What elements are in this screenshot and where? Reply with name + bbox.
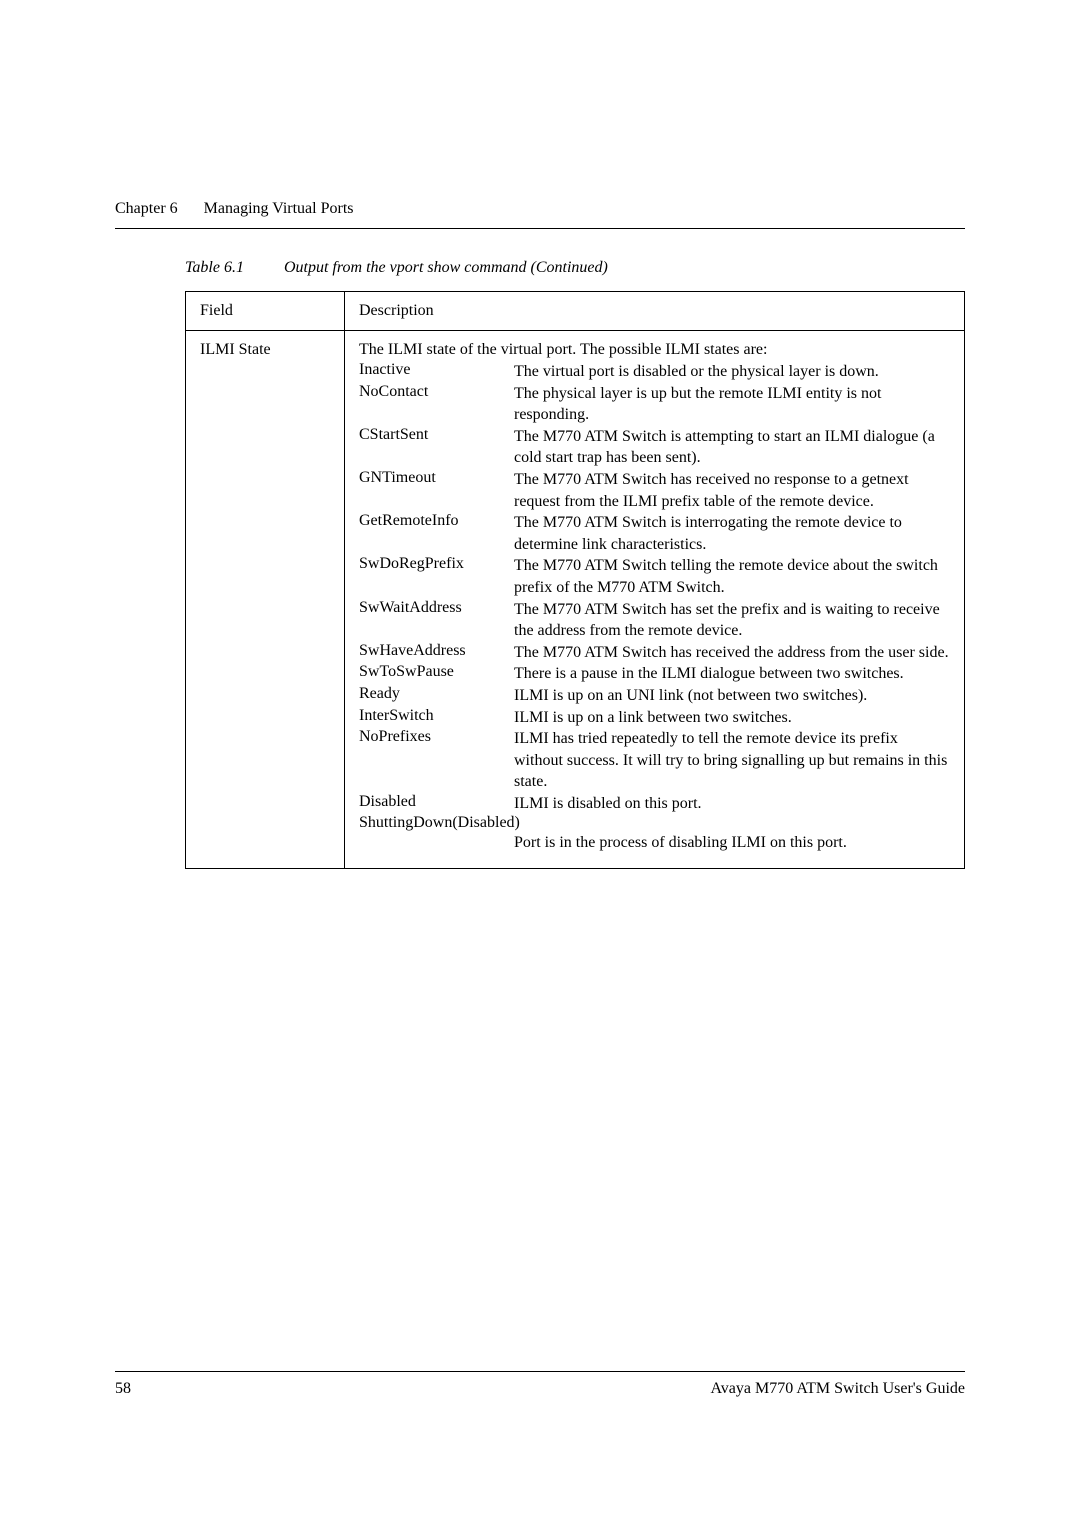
col-field: Field <box>186 292 345 331</box>
state-term: SwDoRegPrefix <box>359 555 514 573</box>
table-label: Table 6.1 <box>185 259 244 276</box>
state-term: NoPrefixes <box>359 728 514 746</box>
field-cell: ILMI State <box>186 331 345 869</box>
state-item: SwHaveAddressThe M770 ATM Switch has rec… <box>359 642 950 664</box>
state-term: SwToSwPause <box>359 663 514 681</box>
state-item: ReadyILMI is up on an UNI link (not betw… <box>359 685 950 707</box>
state-item: ShuttingDown(Disabled) <box>359 814 950 832</box>
state-term: Disabled <box>359 793 514 811</box>
state-definition: ILMI is disabled on this port. <box>514 793 950 815</box>
state-item: SwDoRegPrefixThe M770 ATM Switch telling… <box>359 555 950 598</box>
doc-title: Avaya M770 ATM Switch User's Guide <box>710 1380 965 1398</box>
description-intro: The ILMI state of the virtual port. The … <box>359 341 950 359</box>
page-footer: 58 Avaya M770 ATM Switch User's Guide <box>115 1371 965 1398</box>
state-definition: The M770 ATM Switch is interrogating the… <box>514 512 950 555</box>
state-definition: ILMI is up on a link between two switche… <box>514 707 950 729</box>
page-number: 58 <box>115 1380 131 1398</box>
table-caption: Table 6.1 Output from the vport show com… <box>185 259 965 277</box>
state-definition: The M770 ATM Switch has received no resp… <box>514 469 950 512</box>
output-table: Field Description ILMI State The ILMI st… <box>185 291 965 869</box>
header-rule <box>115 228 965 229</box>
state-item: InactiveThe virtual port is disabled or … <box>359 361 950 383</box>
state-term: NoContact <box>359 383 514 401</box>
running-header: Chapter 6 Managing Virtual Ports <box>115 200 965 218</box>
state-definition: The physical layer is up but the remote … <box>514 383 950 426</box>
chapter-number: Chapter 6 <box>115 200 178 217</box>
state-item: SwToSwPauseThere is a pause in the ILMI … <box>359 663 950 685</box>
state-item: SwWaitAddressThe M770 ATM Switch has set… <box>359 599 950 642</box>
state-item: GetRemoteInfoThe M770 ATM Switch is inte… <box>359 512 950 555</box>
state-definition: ILMI has tried repeatedly to tell the re… <box>514 728 950 793</box>
table-header-row: Field Description <box>186 292 965 331</box>
state-definition: ILMI is up on an UNI link (not between t… <box>514 685 950 707</box>
state-term: SwWaitAddress <box>359 599 514 617</box>
chapter-title: Managing Virtual Ports <box>204 200 354 217</box>
state-item: GNTimeoutThe M770 ATM Switch has receive… <box>359 469 950 512</box>
state-definition: The M770 ATM Switch has received the add… <box>514 642 950 664</box>
table-row: ILMI State The ILMI state of the virtual… <box>186 331 965 869</box>
state-term: GNTimeout <box>359 469 514 487</box>
state-term: GetRemoteInfo <box>359 512 514 530</box>
state-item: NoPrefixesILMI has tried repeatedly to t… <box>359 728 950 793</box>
description-cell: The ILMI state of the virtual port. The … <box>345 331 965 869</box>
state-term: InterSwitch <box>359 707 514 725</box>
footer-rule <box>115 1371 965 1372</box>
state-definition: The M770 ATM Switch telling the remote d… <box>514 555 950 598</box>
state-term: Inactive <box>359 361 514 379</box>
state-term: SwHaveAddress <box>359 642 514 660</box>
state-definition: The M770 ATM Switch has set the prefix a… <box>514 599 950 642</box>
state-definition: There is a pause in the ILMI dialogue be… <box>514 663 950 685</box>
state-definition: The virtual port is disabled or the phys… <box>514 361 950 383</box>
state-item: CStartSentThe M770 ATM Switch is attempt… <box>359 426 950 469</box>
state-item: InterSwitchILMI is up on a link between … <box>359 707 950 729</box>
state-item: NoContactThe physical layer is up but th… <box>359 383 950 426</box>
state-item: DisabledILMI is disabled on this port. <box>359 793 950 815</box>
state-definition: Port is in the process of disabling ILMI… <box>514 832 950 854</box>
table-caption-text: Output from the vport show command (Cont… <box>284 259 608 276</box>
state-term: CStartSent <box>359 426 514 444</box>
col-description: Description <box>345 292 965 331</box>
state-definition: The M770 ATM Switch is attempting to sta… <box>514 426 950 469</box>
state-term: Ready <box>359 685 514 703</box>
state-term: ShuttingDown(Disabled) <box>359 814 520 832</box>
